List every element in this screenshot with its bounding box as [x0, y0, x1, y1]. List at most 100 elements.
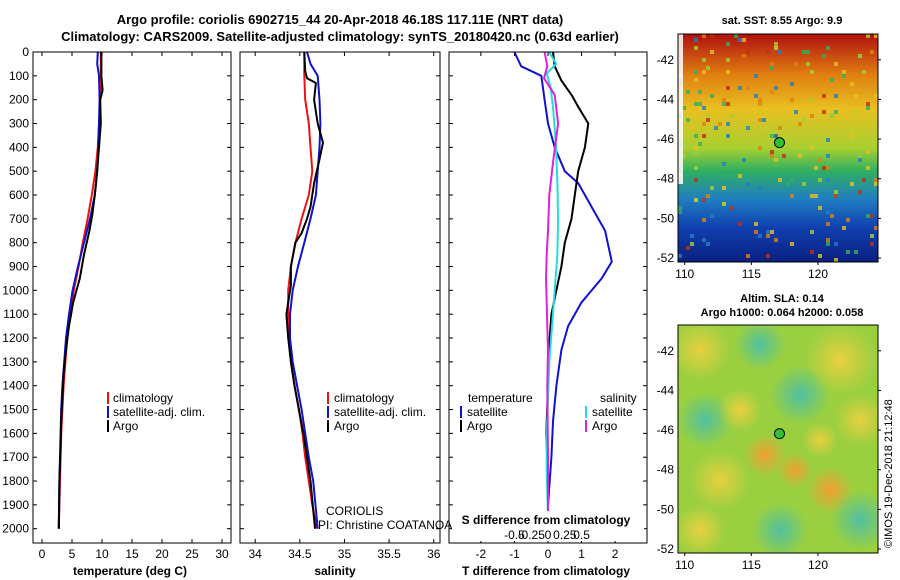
sst-pixel	[702, 198, 706, 202]
map-y-tick-label: -44	[657, 92, 675, 106]
sst-pixel	[754, 94, 758, 98]
map-y-tick-label: -48	[657, 172, 675, 186]
sst-pixel	[854, 110, 858, 114]
sst-pixel	[694, 78, 698, 82]
map-y-tick-label: -50	[657, 502, 675, 516]
depth-tick-label: 2000	[2, 522, 29, 536]
depth-tick-label: 300	[9, 117, 29, 131]
sst-pixel	[726, 198, 730, 202]
sst-pixel	[730, 114, 734, 118]
depth-tick-label: 500	[9, 164, 29, 178]
sst-pixel	[694, 70, 698, 74]
sst-pixel	[698, 102, 702, 106]
sst-pixel	[826, 210, 830, 214]
sst-pixel	[774, 238, 778, 242]
imos-timestamp: ©IMOS 19-Dec-2018 21:12:48	[883, 399, 895, 548]
series-line-climatology	[57, 52, 102, 529]
difference-profile-panel: -2 -1 0 1 2 S difference from climatology -0…	[448, 51, 648, 578]
sst-pixel	[694, 38, 698, 42]
figure-title-line-1: Argo profile: coriolis 6902715_44 20-Apr…	[117, 12, 564, 27]
sla-map-subtitle: Argo h1000: 0.064 h2000: 0.058	[701, 307, 864, 319]
sla-anomaly	[830, 490, 878, 550]
sst-pixel	[694, 134, 698, 138]
series-line-salinity-argo	[543, 51, 560, 529]
sst-pixel	[694, 46, 698, 50]
sst-pixel	[830, 114, 834, 118]
legend-climatology-label: climatology	[113, 391, 173, 405]
x-tick-label: -1	[509, 547, 520, 561]
sst-pixel	[694, 114, 698, 118]
sst-pixel	[858, 154, 862, 158]
sst-pixel	[766, 234, 770, 238]
figure-title-line-2: Climatology: CARS2009. Satellite-adjuste…	[61, 29, 619, 44]
sst-pixel	[770, 66, 774, 70]
sst-pixel	[854, 138, 858, 142]
sst-pixel	[714, 126, 718, 130]
salinity-x-label: salinity	[314, 564, 356, 578]
salinity-y-ticks	[240, 51, 440, 530]
legend-satellite-label: satellite-adj. clim.	[113, 405, 205, 419]
salinity-profile-panel: 34 34.5 35 35.5 36 salinity climatology sate…	[239, 51, 461, 578]
sst-pixel	[778, 50, 782, 54]
map-y-tick-label: -52	[657, 251, 675, 265]
sst-pixel	[810, 250, 814, 254]
sst-pixel	[722, 186, 726, 190]
map-y-tick-label: -46	[657, 132, 675, 146]
sst-pixel	[774, 86, 778, 90]
sst-pixel	[846, 218, 850, 222]
temperature-legend: climatology satellite-adj. clim. Argo	[107, 391, 205, 433]
sst-pixel	[866, 102, 870, 106]
sst-pixel	[790, 98, 794, 102]
sst-pixel	[862, 70, 866, 74]
sst-pixel	[830, 214, 834, 218]
sst-pixel	[694, 166, 698, 170]
sst-pixel	[702, 106, 706, 110]
sst-pixel	[702, 34, 706, 38]
x-tick-label: 1	[578, 547, 585, 561]
sst-pixel	[698, 142, 702, 146]
sst-pixel	[794, 62, 798, 66]
map-x-tick-label: 120	[808, 267, 828, 281]
x-tick-label: 10	[95, 547, 109, 561]
sst-pixel	[846, 250, 850, 254]
depth-tick-label: 1800	[2, 474, 29, 488]
depth-tick-label: 400	[9, 140, 29, 154]
sst-pixel	[722, 162, 726, 166]
series-line-argo	[57, 52, 104, 529]
sst-pixel	[802, 50, 806, 54]
sst-pixel	[726, 70, 730, 74]
sst-pixel	[786, 106, 790, 110]
salinity-panel-frame	[239, 51, 441, 544]
sst-pixel	[842, 226, 846, 230]
legend-argo-label: Argo	[334, 419, 360, 433]
legend-t-satellite-label: satellite	[467, 405, 508, 419]
legend-climatology-label: climatology	[334, 391, 394, 405]
sst-pixel	[706, 66, 710, 70]
temperature-panel-frame	[32, 51, 232, 544]
sst-pixel	[794, 110, 798, 114]
sst-pixel	[702, 134, 706, 138]
sst-pixel	[874, 226, 878, 230]
sst-pixel	[834, 110, 838, 114]
sst-pixel	[842, 74, 846, 78]
sst-pixel	[822, 54, 826, 58]
sst-pixel	[694, 150, 698, 154]
sst-pixel	[690, 126, 694, 130]
sst-pixel	[710, 214, 714, 218]
temperature-x-label: temperature (deg C)	[73, 564, 187, 578]
sst-pixel	[758, 98, 762, 102]
sst-pixel	[746, 86, 750, 90]
sst-pixel	[682, 106, 686, 110]
sst-pixel	[706, 114, 710, 118]
depth-tick-label: 0	[22, 45, 29, 59]
sst-pixel	[790, 242, 794, 246]
depth-tick-label: 1900	[2, 498, 29, 512]
sst-pixel	[810, 98, 814, 102]
sst-pixel	[826, 238, 830, 242]
depth-tick-label: 1300	[2, 355, 29, 369]
sst-pixel	[858, 170, 862, 174]
sla-map-panel: Altim. SLA: 0.14 Argo h1000: 0.064 h2000…	[657, 293, 881, 572]
sst-pixel	[686, 246, 690, 250]
sla-map-frame	[677, 324, 879, 554]
